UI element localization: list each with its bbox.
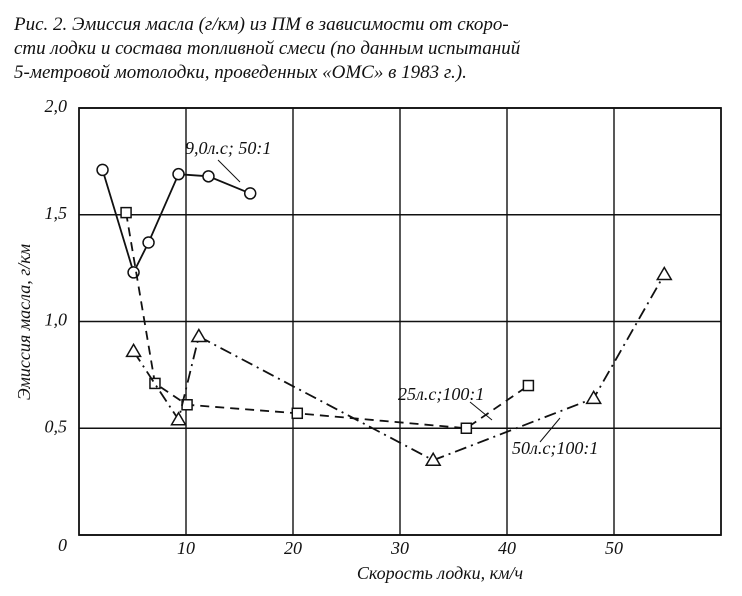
- caption-line: Рис. 2. Эмиссия масла (г/км) из ПМ в зав…: [13, 14, 509, 35]
- marker: [170, 411, 187, 426]
- y-axis-label: Эмиссия масла, г/км: [14, 243, 34, 400]
- label-leaders: [217, 159, 561, 443]
- x-tick-label: 10: [177, 538, 195, 558]
- series-label: 9,0л.с; 50:1: [185, 138, 271, 158]
- x-tick-label: 40: [498, 538, 516, 558]
- y-tick-label: 2,0: [45, 96, 68, 116]
- marker: [655, 266, 673, 281]
- marker: [172, 167, 185, 181]
- x-tick-label: 50: [605, 538, 623, 558]
- x-tick-label: 20: [284, 538, 302, 558]
- marker: [424, 451, 442, 467]
- y-tick-label: 0,5: [45, 416, 68, 436]
- y-tick-label: 1,0: [45, 310, 68, 330]
- marker: [291, 407, 304, 420]
- marker: [585, 389, 602, 405]
- marker: [202, 170, 215, 183]
- marker: [190, 327, 208, 343]
- x-tick-label: 30: [390, 538, 409, 558]
- series-line: [101, 169, 251, 275]
- marker: [142, 236, 155, 249]
- marker: [96, 163, 109, 177]
- y-tick-label: 0: [58, 535, 67, 555]
- y-tick-label: 1,5: [45, 203, 68, 223]
- series-label: 50л.с;100:1: [512, 438, 598, 458]
- caption-line: 5-метровой мотолодки, проведенных «ОМС» …: [14, 62, 467, 83]
- marker: [125, 342, 142, 358]
- marker: [243, 187, 257, 200]
- series-line: [132, 274, 666, 462]
- x-axis-label: Скорость лодки, км/ч: [357, 563, 523, 583]
- marker: [120, 206, 132, 219]
- marker: [460, 422, 473, 434]
- marker: [522, 379, 535, 392]
- caption-line: сти лодки и состава топливной смеси (по …: [14, 38, 521, 59]
- marker: [149, 377, 161, 390]
- series-label: 25л.с;100:1: [398, 384, 484, 404]
